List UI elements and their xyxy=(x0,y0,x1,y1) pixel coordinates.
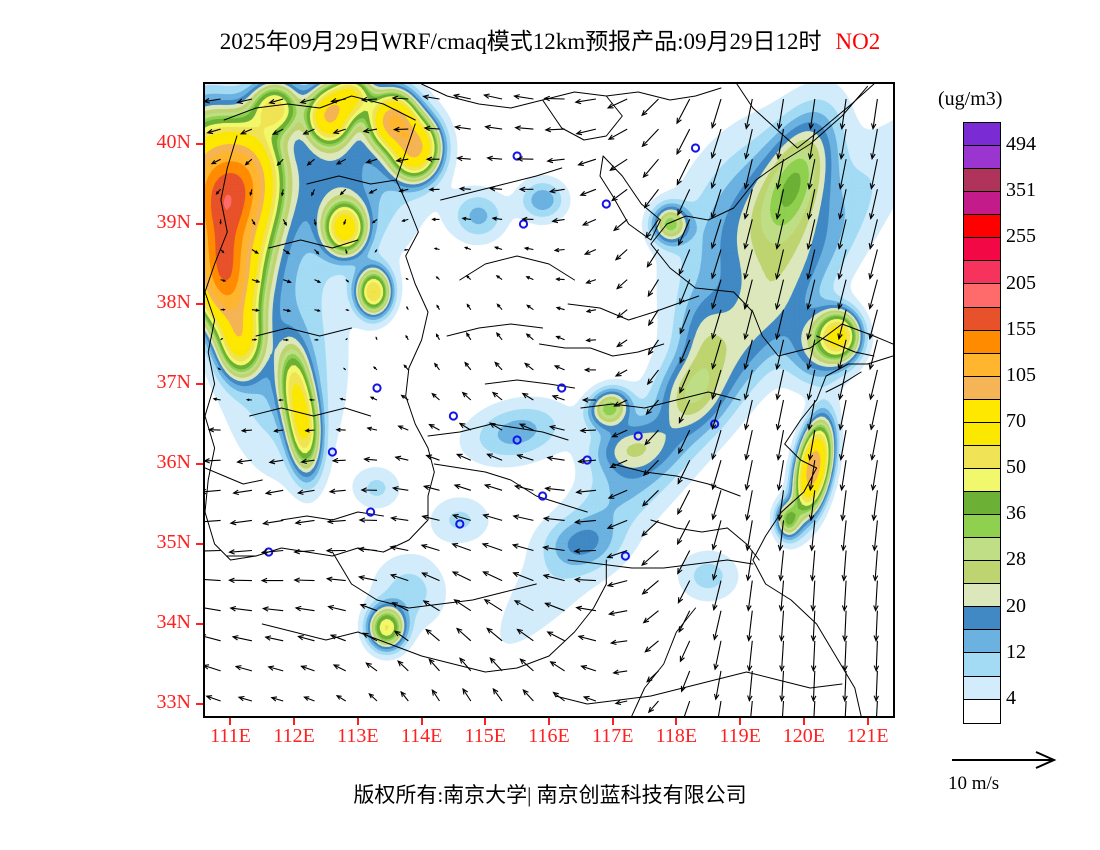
colorbar-segment-21 xyxy=(964,607,1000,630)
y-axis-tick xyxy=(196,463,203,465)
y-axis-label-36n: 36N xyxy=(121,451,191,474)
y-axis-label-39n: 39N xyxy=(121,211,191,234)
colorbar-label-255: 255 xyxy=(1006,225,1036,248)
title-species-label: NO2 xyxy=(836,29,881,54)
colorbar-segment-7 xyxy=(964,284,1000,307)
x-axis-tick xyxy=(484,718,486,725)
colorbar-segment-19 xyxy=(964,561,1000,584)
colorbar-label-205: 205 xyxy=(1006,272,1036,295)
colorbar-segment-15 xyxy=(964,469,1000,492)
colorbar-segment-24 xyxy=(964,677,1000,700)
colorbar-segment-6 xyxy=(964,261,1000,284)
colorbar-segment-22 xyxy=(964,630,1000,653)
colorbar-label-20: 20 xyxy=(1006,595,1026,618)
colorbar-label-105: 105 xyxy=(1006,364,1036,387)
x-axis-label-118e: 118E xyxy=(640,725,712,748)
x-axis-label-117e: 117E xyxy=(577,725,649,748)
page-title: 2025年09月29日WRF/cmaq模式12km预报产品:09月29日12时 N… xyxy=(0,22,1100,56)
colorbar-units-label: (ug/m3) xyxy=(938,88,1002,111)
colorbar-segment-9 xyxy=(964,331,1000,354)
colorbar-segment-23 xyxy=(964,653,1000,676)
x-axis-tick xyxy=(421,718,423,725)
x-axis-label-114e: 114E xyxy=(386,725,458,748)
colorbar-label-494: 494 xyxy=(1006,133,1036,156)
x-axis-tick xyxy=(548,718,550,725)
colorbar-segment-11 xyxy=(964,377,1000,400)
x-axis-label-115e: 115E xyxy=(449,725,521,748)
copyright-footer: 版权所有:南京大学| 南京创蓝科技有限公司 xyxy=(0,779,1100,809)
colorbar-segment-25 xyxy=(964,700,1000,723)
y-axis-label-33n: 33N xyxy=(121,691,191,714)
x-axis-tick xyxy=(229,718,231,725)
y-axis-label-34n: 34N xyxy=(121,611,191,634)
colorbar-label-155: 155 xyxy=(1006,318,1036,341)
contour-map-plot[interactable] xyxy=(203,82,895,718)
colorbar-segment-20 xyxy=(964,584,1000,607)
x-axis-label-111e: 111E xyxy=(194,725,266,748)
y-axis-tick xyxy=(196,223,203,225)
colorbar-segment-13 xyxy=(964,423,1000,446)
colorbar-segment-12 xyxy=(964,400,1000,423)
y-axis-tick xyxy=(196,303,203,305)
colorbar-segment-2 xyxy=(964,169,1000,192)
colorbar-label-28: 28 xyxy=(1006,548,1026,571)
colorbar-tick-labels: 494 351 255 205 155 105 70 50 36 28 20 12 4 xyxy=(1006,122,1096,722)
x-axis-label-112e: 112E xyxy=(258,725,330,748)
x-axis-tick xyxy=(867,718,869,725)
x-axis-label-119e: 119E xyxy=(704,725,776,748)
colorbar-label-50: 50 xyxy=(1006,456,1026,479)
colorbar-segment-16 xyxy=(964,492,1000,515)
x-axis-label-113e: 113E xyxy=(322,725,394,748)
colorbar-segment-14 xyxy=(964,446,1000,469)
title-main-text: 2025年09月29日WRF/cmaq模式12km预报产品:09月29日12时 xyxy=(220,29,822,54)
colorbar-label-4: 4 xyxy=(1006,687,1016,710)
colorbar-segment-8 xyxy=(964,308,1000,331)
colorbar-label-351: 351 xyxy=(1006,179,1036,202)
colorbar[interactable] xyxy=(963,122,1001,724)
x-axis-label-121e: 121E xyxy=(832,725,904,748)
colorbar-label-36: 36 xyxy=(1006,502,1026,525)
colorbar-segment-10 xyxy=(964,354,1000,377)
y-axis-tick xyxy=(196,703,203,705)
x-axis-tick xyxy=(612,718,614,725)
wind-arrow-icon xyxy=(948,750,1068,772)
colorbar-segment-17 xyxy=(964,515,1000,538)
colorbar-segment-1 xyxy=(964,146,1000,169)
colorbar-segment-18 xyxy=(964,538,1000,561)
x-axis-tick xyxy=(357,718,359,725)
y-axis-tick xyxy=(196,543,203,545)
x-axis-tick xyxy=(803,718,805,725)
x-axis-label-120e: 120E xyxy=(768,725,840,748)
y-axis-label-40n: 40N xyxy=(121,131,191,154)
colorbar-segment-3 xyxy=(964,192,1000,215)
x-axis-tick xyxy=(739,718,741,725)
y-axis-label-38n: 38N xyxy=(121,291,191,314)
y-axis-tick xyxy=(196,623,203,625)
x-axis-label-116e: 116E xyxy=(513,725,585,748)
x-axis-tick xyxy=(675,718,677,725)
y-axis-tick xyxy=(196,383,203,385)
y-axis-label-35n: 35N xyxy=(121,531,191,554)
y-axis-tick xyxy=(196,143,203,145)
colorbar-label-12: 12 xyxy=(1006,641,1026,664)
map-canvas xyxy=(205,84,893,716)
colorbar-segment-5 xyxy=(964,238,1000,261)
y-axis-label-37n: 37N xyxy=(121,371,191,394)
colorbar-label-70: 70 xyxy=(1006,410,1026,433)
x-axis-tick xyxy=(293,718,295,725)
colorbar-segment-4 xyxy=(964,215,1000,238)
colorbar-segment-0 xyxy=(964,123,1000,146)
